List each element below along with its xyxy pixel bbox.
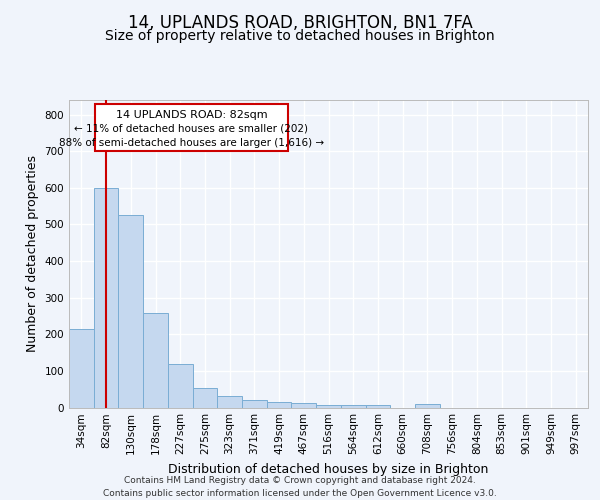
Bar bbox=[242, 400, 267, 407]
Bar bbox=[168, 364, 193, 408]
X-axis label: Distribution of detached houses by size in Brighton: Distribution of detached houses by size … bbox=[169, 463, 488, 476]
Bar bbox=[267, 402, 292, 407]
Text: 14 UPLANDS ROAD: 82sqm: 14 UPLANDS ROAD: 82sqm bbox=[116, 110, 267, 120]
Text: Contains public sector information licensed under the Open Government Licence v3: Contains public sector information licen… bbox=[103, 489, 497, 498]
Bar bbox=[292, 404, 316, 407]
Bar bbox=[217, 396, 242, 407]
Bar bbox=[341, 404, 365, 407]
Bar bbox=[118, 216, 143, 408]
Text: 14, UPLANDS ROAD, BRIGHTON, BN1 7FA: 14, UPLANDS ROAD, BRIGHTON, BN1 7FA bbox=[128, 14, 472, 32]
Text: Size of property relative to detached houses in Brighton: Size of property relative to detached ho… bbox=[105, 29, 495, 43]
Bar bbox=[365, 404, 390, 407]
Bar bbox=[193, 388, 217, 407]
Bar bbox=[415, 404, 440, 407]
Text: Contains HM Land Registry data © Crown copyright and database right 2024.: Contains HM Land Registry data © Crown c… bbox=[124, 476, 476, 485]
Text: 88% of semi-detached houses are larger (1,616) →: 88% of semi-detached houses are larger (… bbox=[59, 138, 324, 147]
Bar bbox=[94, 188, 118, 408]
FancyBboxPatch shape bbox=[95, 104, 288, 151]
Text: ← 11% of detached houses are smaller (202): ← 11% of detached houses are smaller (20… bbox=[74, 124, 308, 134]
Y-axis label: Number of detached properties: Number of detached properties bbox=[26, 155, 39, 352]
Bar bbox=[316, 404, 341, 407]
Bar bbox=[69, 329, 94, 407]
Bar bbox=[143, 314, 168, 408]
